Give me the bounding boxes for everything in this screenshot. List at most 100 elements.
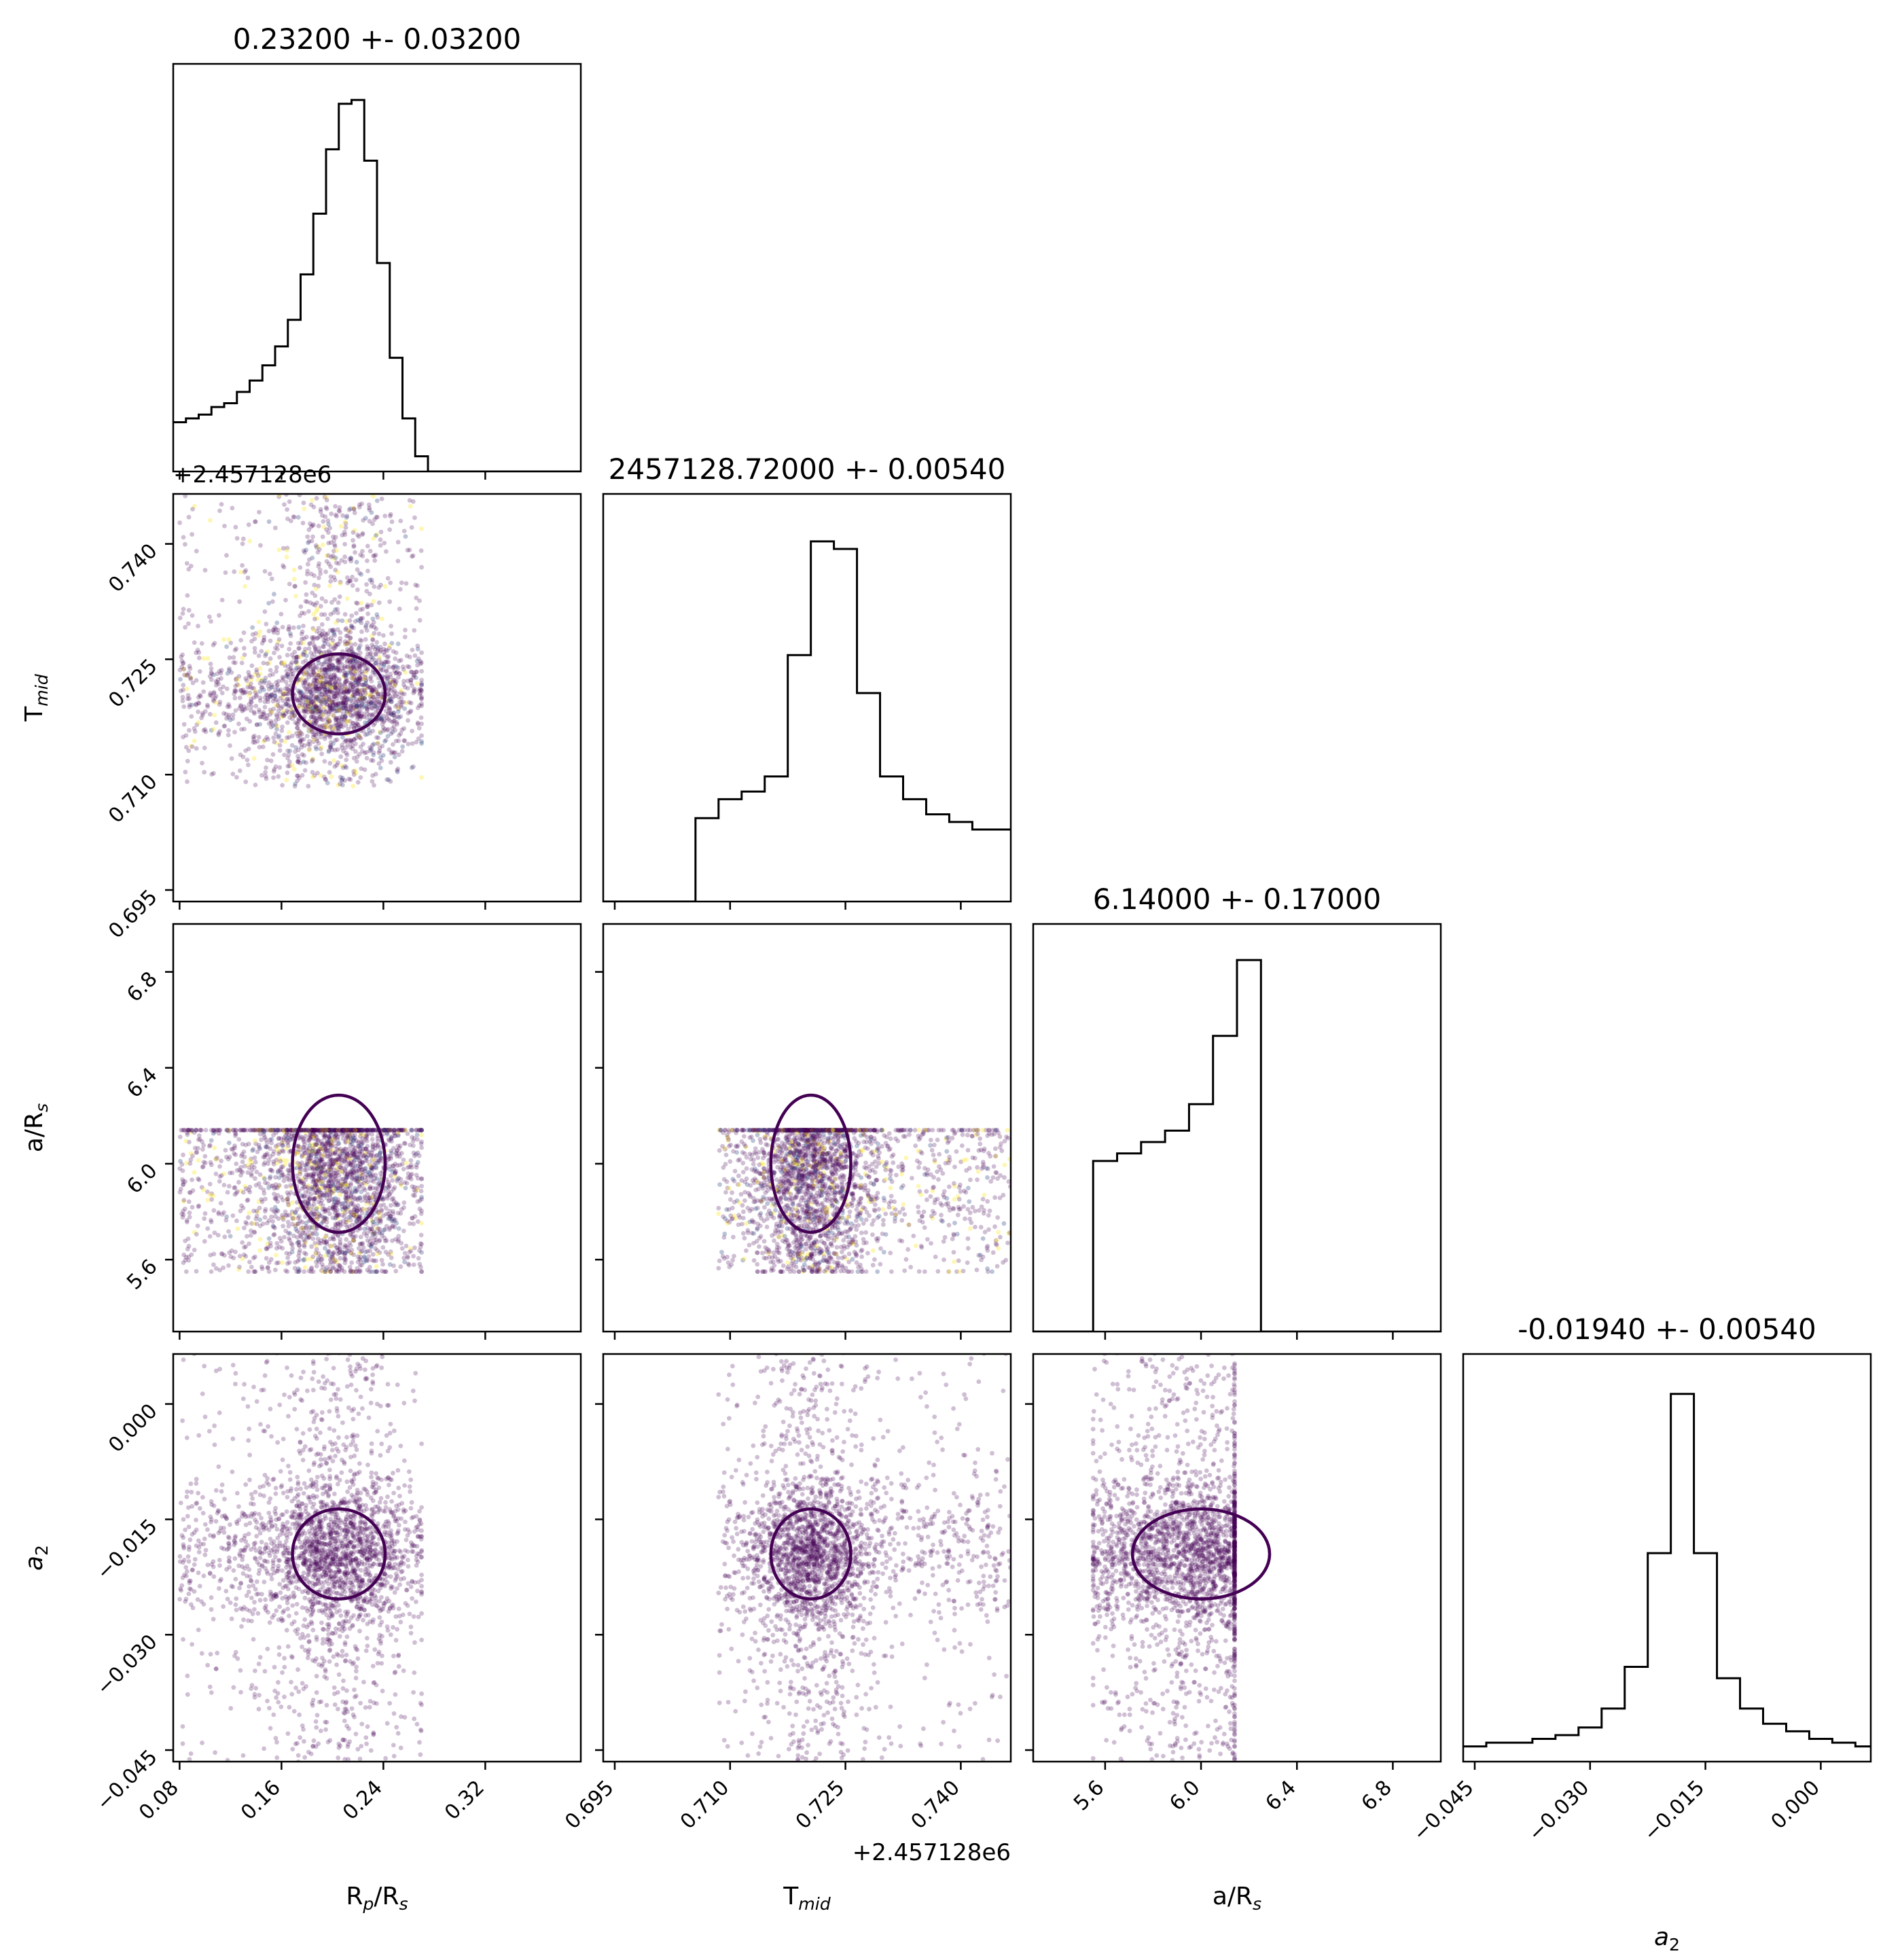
sample-point xyxy=(362,1207,367,1212)
sample-point xyxy=(331,681,336,687)
sample-point xyxy=(266,721,272,726)
sample-point xyxy=(310,715,316,719)
sample-point xyxy=(315,715,319,721)
sample-point xyxy=(277,689,283,694)
sample-point xyxy=(334,1171,339,1176)
sample-point xyxy=(322,680,327,685)
sample-point xyxy=(339,1268,344,1273)
sample-point xyxy=(347,556,353,562)
sample-point xyxy=(378,1218,383,1224)
sample-point xyxy=(419,1241,425,1247)
sample-point xyxy=(323,660,328,665)
sample-point xyxy=(374,688,379,692)
sample-point xyxy=(357,705,362,710)
sample-point xyxy=(232,688,237,693)
sample-point xyxy=(355,677,361,682)
sample-point xyxy=(249,1173,254,1178)
sample-point xyxy=(357,1226,363,1231)
sample-point xyxy=(404,653,410,658)
sample-point xyxy=(183,745,189,750)
sample-point xyxy=(326,561,331,567)
sample-point xyxy=(323,693,329,698)
sample-point xyxy=(401,726,407,731)
sample-point xyxy=(314,694,319,700)
sample-point xyxy=(259,678,264,683)
sample-point xyxy=(322,1132,327,1137)
sample-point xyxy=(261,1175,266,1180)
sample-point xyxy=(399,749,405,754)
sample-point xyxy=(306,698,312,703)
sample-point xyxy=(386,692,391,696)
sample-point xyxy=(336,705,342,710)
sample-point xyxy=(346,777,352,781)
sample-point xyxy=(348,698,353,703)
sample-point xyxy=(342,713,348,719)
sample-point xyxy=(312,1133,317,1138)
sample-point xyxy=(329,628,335,632)
sample-point xyxy=(265,1128,270,1133)
sample-point xyxy=(276,1151,281,1156)
sample-point xyxy=(321,707,327,712)
sample-point xyxy=(269,709,274,715)
sample-point xyxy=(348,703,353,709)
sample-point xyxy=(217,702,222,707)
sample-point xyxy=(326,749,331,754)
panel-content xyxy=(173,99,581,471)
sample-point xyxy=(344,515,349,520)
sample-point xyxy=(319,692,325,697)
sample-point xyxy=(329,747,335,752)
sample-point xyxy=(233,708,238,713)
sample-point xyxy=(392,715,397,720)
sample-point xyxy=(414,1133,420,1137)
sample-point xyxy=(308,1158,314,1164)
sample-point xyxy=(398,714,404,719)
sample-point xyxy=(414,675,418,681)
sample-point xyxy=(340,700,346,705)
sample-point xyxy=(377,1237,382,1243)
sample-point xyxy=(340,765,346,770)
sample-point xyxy=(181,1179,186,1184)
sample-point xyxy=(382,641,387,647)
sample-point xyxy=(331,1259,337,1264)
sample-point xyxy=(371,1219,376,1224)
sample-point xyxy=(283,597,288,603)
sample-point xyxy=(305,694,310,700)
sample-point xyxy=(375,1160,380,1166)
sample-point xyxy=(349,687,355,692)
sample-point xyxy=(246,746,251,751)
sample-point xyxy=(337,715,342,720)
sample-point xyxy=(180,698,185,704)
sample-point xyxy=(268,668,273,673)
sample-point xyxy=(311,701,317,707)
sample-point xyxy=(344,697,349,702)
sample-point xyxy=(327,658,333,663)
sample-point xyxy=(226,1140,232,1145)
sample-point xyxy=(363,732,368,737)
sample-point xyxy=(311,1160,317,1165)
sample-point xyxy=(295,759,301,764)
sample-point xyxy=(266,699,270,705)
sample-point xyxy=(309,1164,315,1170)
sample-point xyxy=(399,1241,404,1246)
sample-point xyxy=(283,711,289,716)
sample-point xyxy=(194,701,198,707)
sample-point xyxy=(253,688,257,694)
sample-point xyxy=(363,670,369,675)
sample-point xyxy=(285,652,290,658)
y-tick-label: 0.725 xyxy=(104,654,162,712)
sample-point xyxy=(363,675,368,680)
sample-point xyxy=(322,685,327,690)
sample-point xyxy=(347,709,353,714)
sample-point xyxy=(363,624,368,630)
sample-point xyxy=(351,675,357,681)
sample-point xyxy=(289,1128,295,1133)
sample-point xyxy=(218,1200,223,1206)
sample-point xyxy=(334,691,339,696)
sample-point xyxy=(356,701,361,707)
sample-point xyxy=(364,749,369,755)
sample-point xyxy=(358,1146,363,1152)
sample-point xyxy=(335,708,340,713)
sample-point xyxy=(321,1192,326,1198)
sample-point xyxy=(252,645,257,651)
sample-point xyxy=(375,1143,380,1147)
